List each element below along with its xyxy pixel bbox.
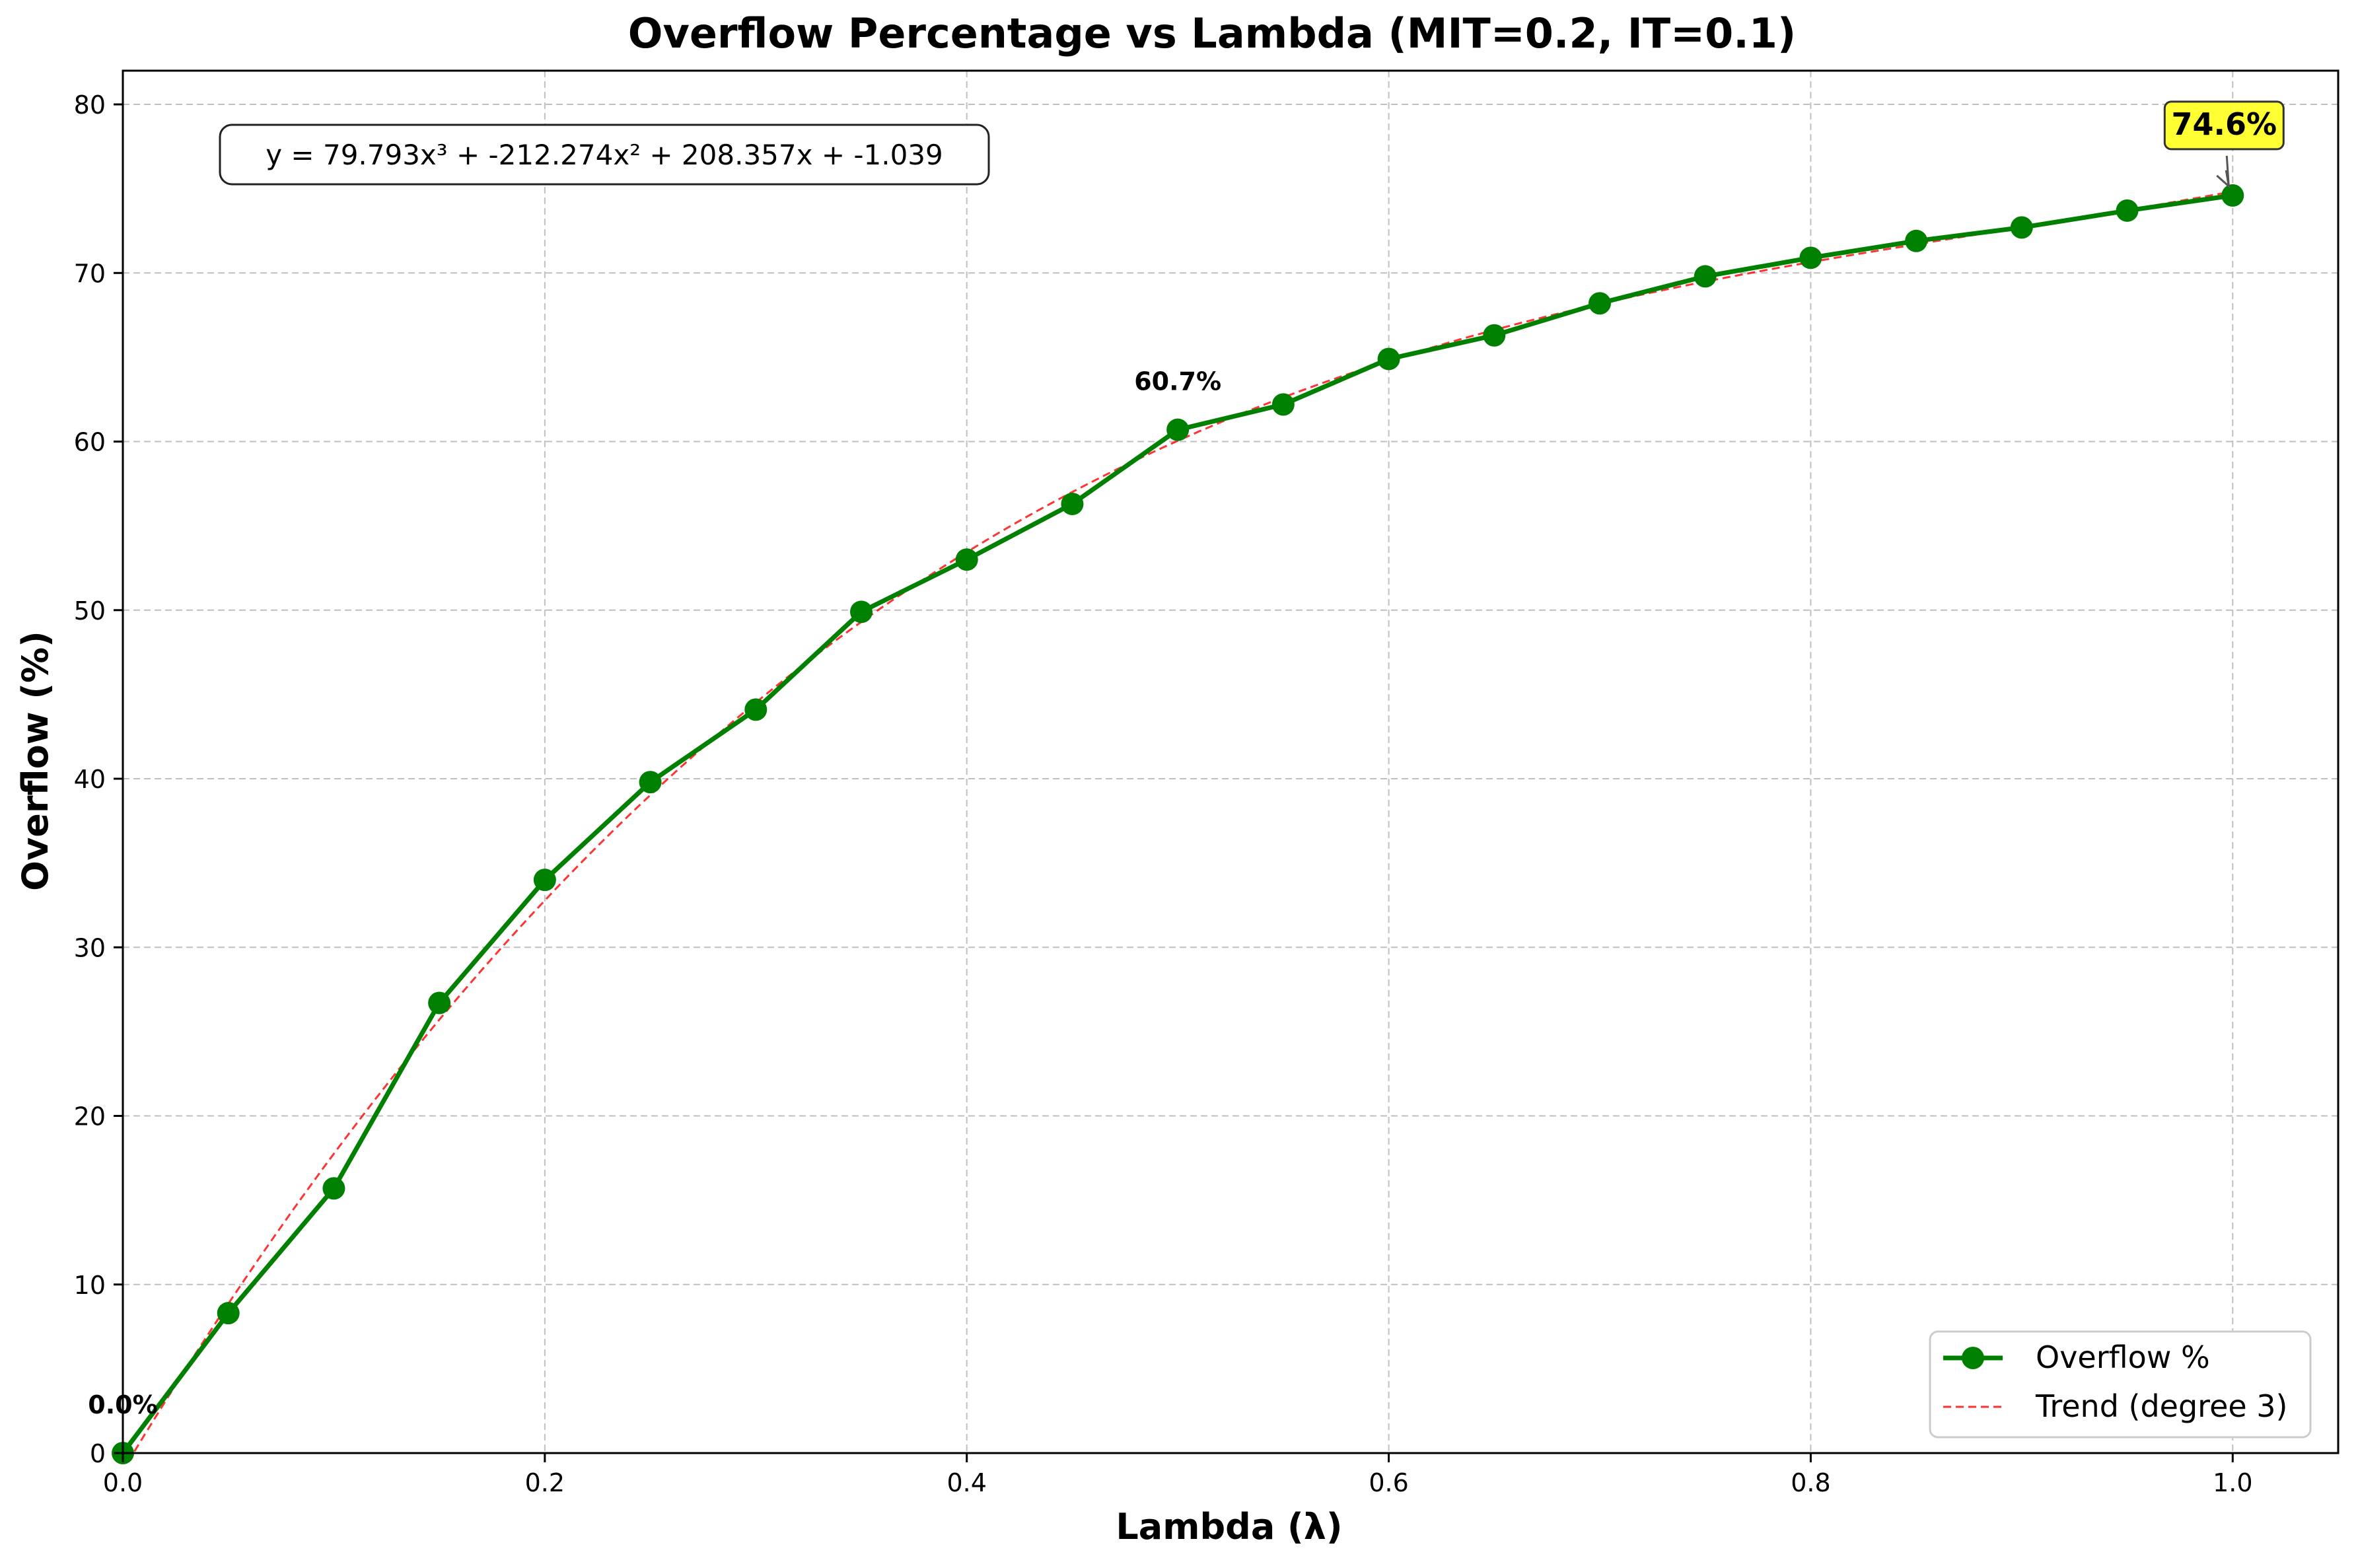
legend-trend-label: Trend (degree 3) — [2035, 1388, 2288, 1424]
y-tick-label: 20 — [74, 1102, 106, 1131]
y-tick-label: 40 — [74, 765, 106, 794]
y-tick-label: 10 — [74, 1271, 106, 1300]
chart-title: Overflow Percentage vs Lambda (MIT=0.2, … — [628, 9, 1796, 57]
data-point — [1271, 393, 1295, 416]
data-point — [1905, 229, 1928, 252]
annotation-label: 74.6% — [2171, 106, 2277, 142]
x-axis: 0.0 0.2 0.4 0.6 0.8 1.0 — [103, 1453, 2253, 1497]
legend: Overflow % Trend (degree 3) — [1929, 1330, 2312, 1439]
annotation-label: 60.7% — [1134, 367, 1221, 396]
x-axis-label: Lambda (λ) — [1116, 1506, 1342, 1548]
data-point — [1799, 246, 1822, 269]
y-tick-label: 60 — [74, 428, 106, 457]
x-tick-label: 0.4 — [947, 1468, 986, 1497]
data-point — [1483, 324, 1506, 347]
y-tick-label: 80 — [74, 90, 106, 120]
data-point — [1061, 492, 1084, 515]
annotation-label: 0.0% — [88, 1390, 157, 1419]
data-point — [639, 771, 662, 794]
data-point — [850, 600, 873, 624]
x-tick-label: 0.0 — [103, 1468, 143, 1497]
y-axis-label: Overflow (%) — [15, 631, 56, 891]
data-point — [1377, 347, 1400, 371]
y-axis: 0 10 20 30 40 50 60 70 80 — [74, 90, 123, 1468]
legend-frame — [1929, 1330, 2312, 1439]
data-point — [2116, 199, 2139, 222]
x-tick-label: 0.8 — [1791, 1468, 1830, 1497]
data-point — [428, 991, 451, 1015]
equation-box-frame — [219, 124, 990, 186]
x-tick-label: 0.6 — [1369, 1468, 1408, 1497]
data-point — [533, 869, 556, 892]
equation-box: y = 79.793x³ + -212.274x² + 208.357x + -… — [219, 124, 990, 186]
annotation-arrowhead — [2216, 170, 2231, 189]
annotation-highlight-box — [2163, 100, 2285, 151]
data-point — [1166, 418, 1190, 441]
y-tick-label: 0 — [90, 1439, 106, 1468]
data-point — [744, 698, 768, 721]
legend-overflow-marker — [1962, 1347, 1984, 1369]
data-series — [112, 184, 2244, 1464]
legend-overflow-label: Overflow % — [2036, 1339, 2210, 1375]
data-point — [955, 548, 978, 571]
x-tick-label: 1.0 — [2213, 1468, 2252, 1497]
y-tick-label: 70 — [74, 259, 106, 288]
data-point — [2010, 216, 2033, 239]
y-tick-label: 30 — [74, 933, 106, 962]
data-point — [322, 1177, 345, 1200]
data-point — [2221, 184, 2244, 207]
x-tick-label: 0.2 — [525, 1468, 565, 1497]
annotations: 0.0% 60.7% 74.6% — [88, 100, 2285, 1419]
data-point — [1694, 265, 1717, 288]
data-point — [217, 1302, 240, 1325]
data-point — [1589, 292, 1611, 315]
equation-label: y = 79.793x³ + -212.274x² + 208.357x + -… — [266, 139, 943, 171]
y-tick-label: 50 — [74, 596, 106, 625]
plot-frame — [122, 69, 2340, 1454]
